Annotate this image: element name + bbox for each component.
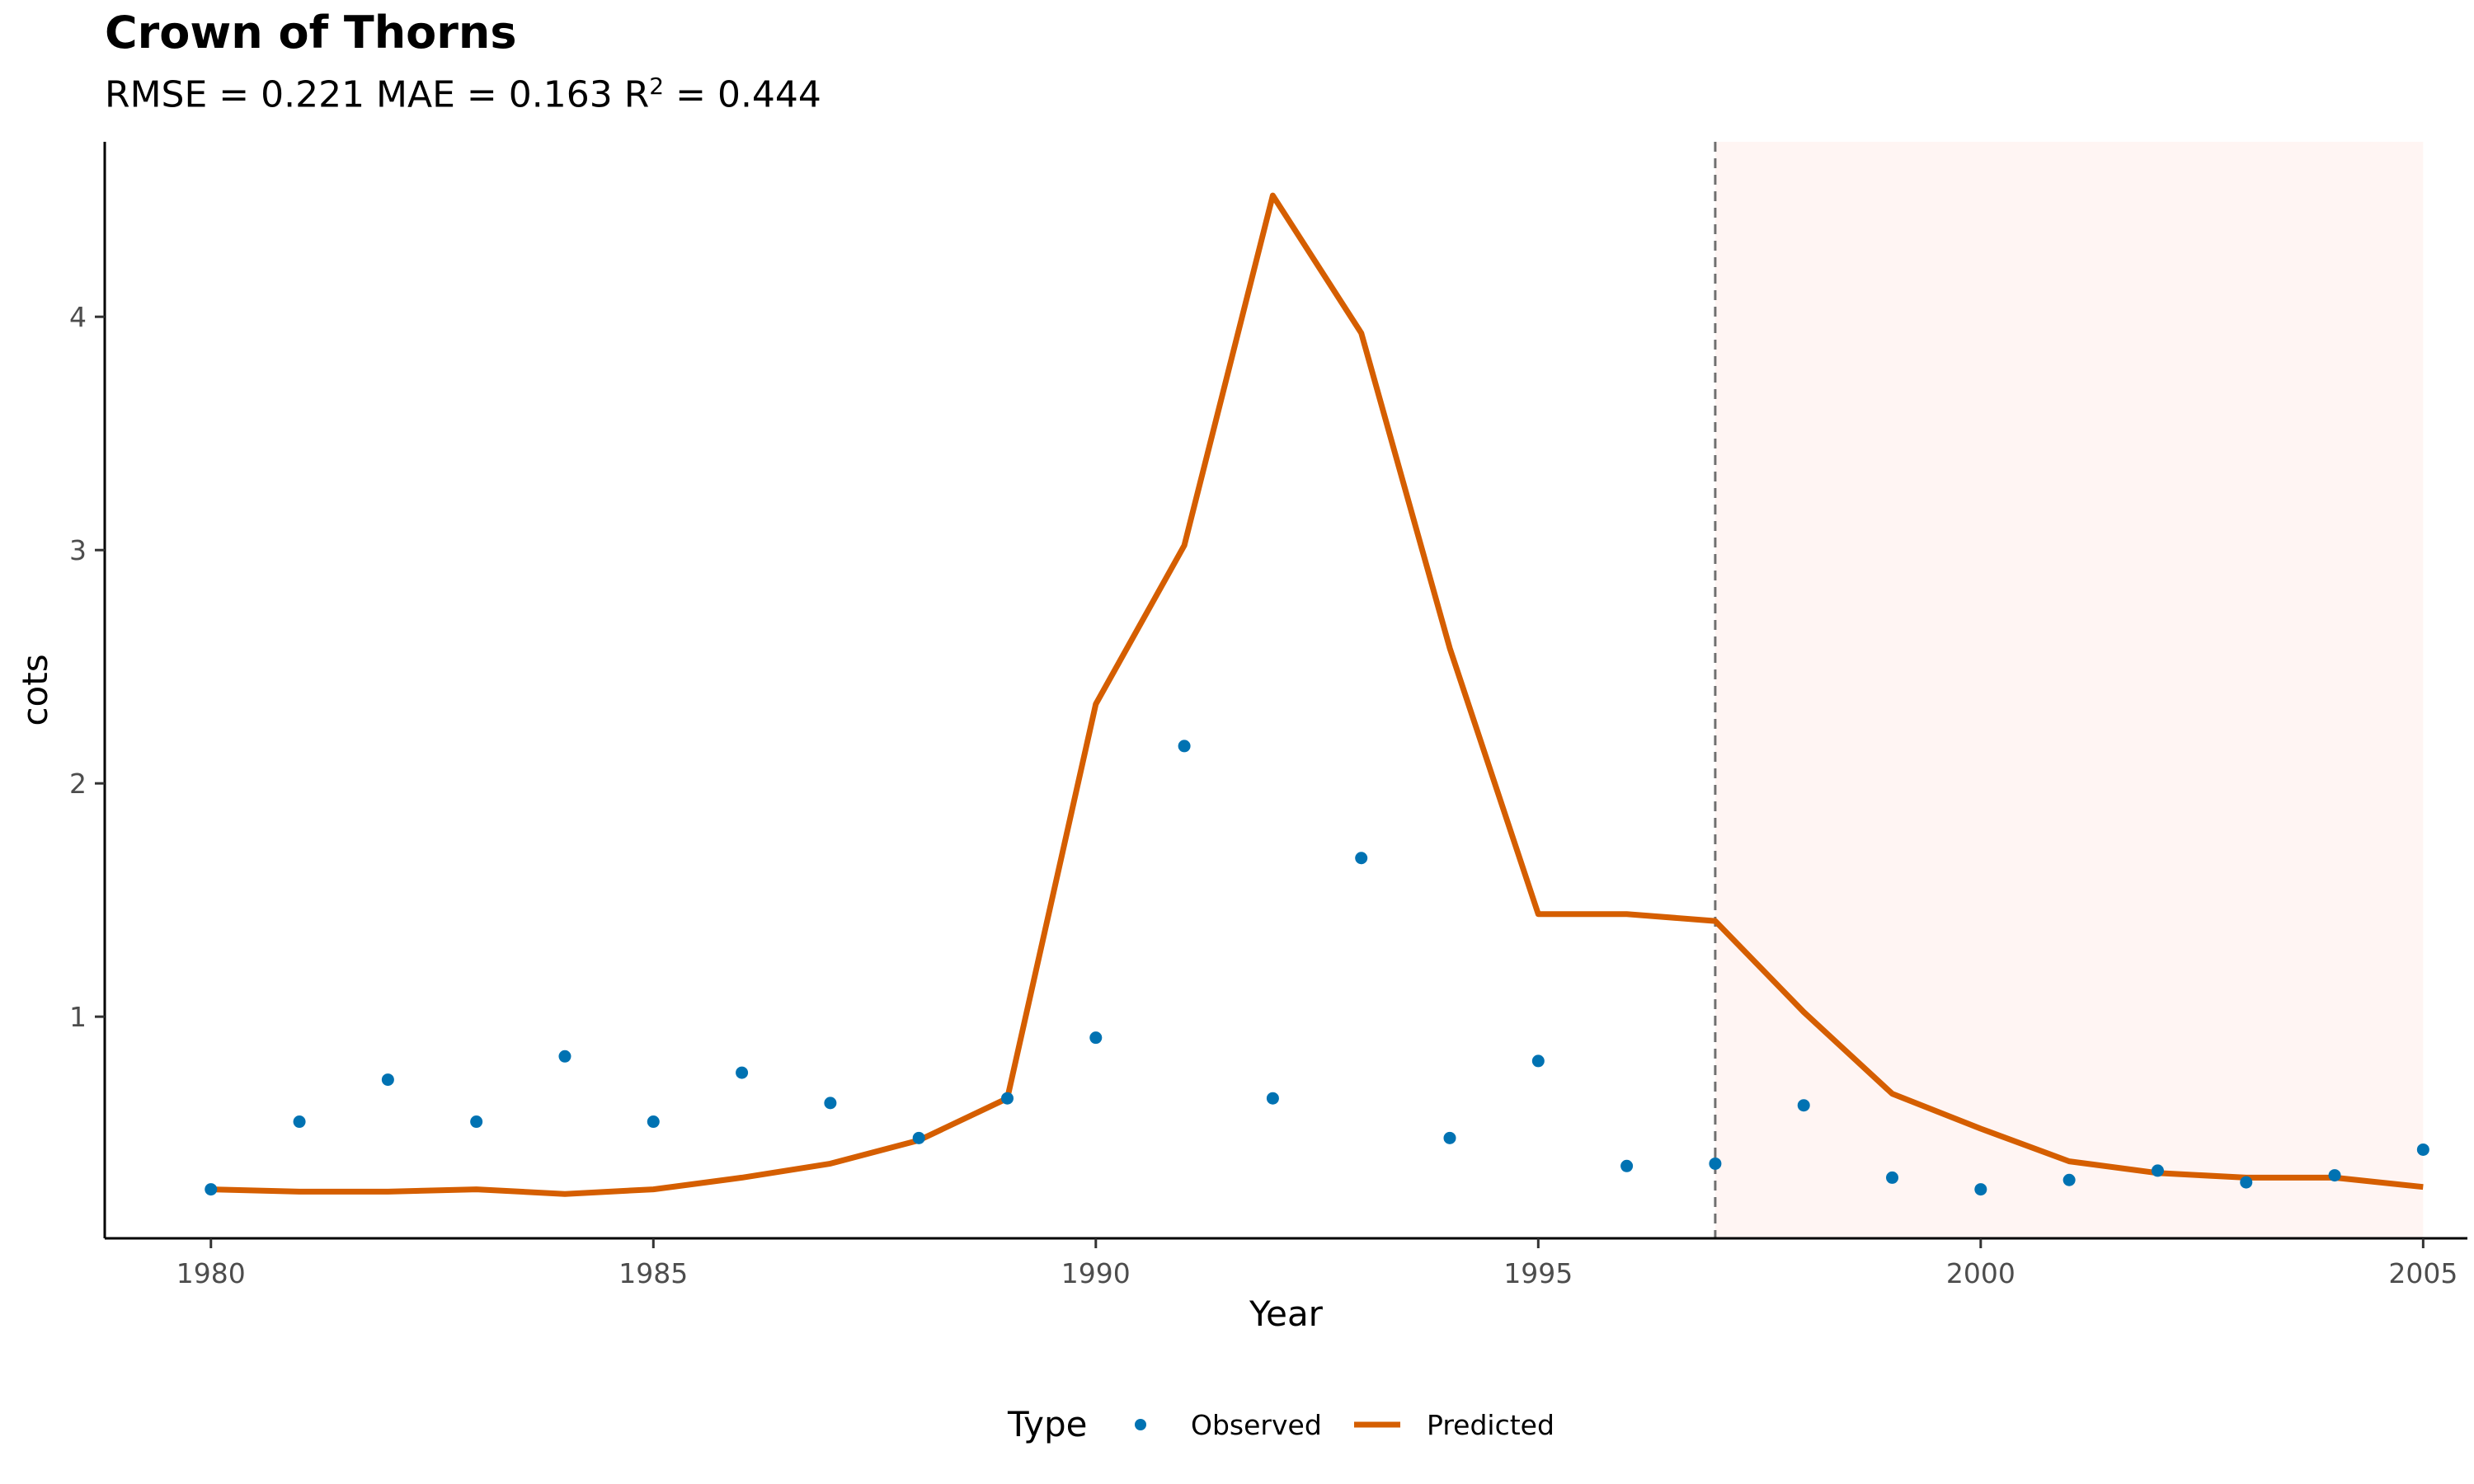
- observed-point: [2151, 1164, 2164, 1177]
- observed-point: [1000, 1092, 1014, 1105]
- legend-observed-label: Observed: [1191, 1409, 1322, 1441]
- legend: Type Observed Predicted: [1007, 1404, 1554, 1444]
- observed-point: [2328, 1169, 2341, 1182]
- observed-point: [912, 1131, 925, 1144]
- observed-point: [2240, 1176, 2253, 1189]
- legend-observed-symbol: [1135, 1419, 1146, 1430]
- chart-title: Crown of Thorns: [105, 7, 517, 59]
- observed-point: [1797, 1099, 1810, 1112]
- y-tick-label: 4: [69, 301, 87, 333]
- observed-point: [1974, 1183, 1987, 1196]
- x-axis-title: Year: [1249, 1294, 1324, 1334]
- y-axis-title: cots: [15, 654, 55, 726]
- observed-point: [1709, 1157, 1722, 1170]
- predicted-line: [210, 192, 2424, 1197]
- subtitle-metrics: RMSE = 0.221 MAE = 0.163 R: [105, 73, 650, 116]
- x-tick-label: 1985: [618, 1257, 688, 1289]
- observed-point: [736, 1066, 749, 1079]
- subtitle-r2-superscript: 2: [649, 73, 665, 100]
- series-layer: [205, 192, 2429, 1197]
- observed-point: [1266, 1092, 1279, 1105]
- axes-layer: 1980 1985 1990 1995 2000 2005 1 2 3 4 Year cots: [15, 142, 2467, 1334]
- observed-point: [2062, 1173, 2076, 1186]
- observed-point: [1620, 1159, 1634, 1172]
- chart-subtitle: RMSE = 0.221 MAE = 0.163 R2 = 0.444: [105, 73, 821, 116]
- observed-point: [381, 1073, 394, 1087]
- x-tick-label: 1980: [176, 1257, 246, 1289]
- legend-title: Type: [1007, 1404, 1087, 1444]
- observed-point: [205, 1183, 218, 1196]
- forecast-region: [1714, 142, 2424, 1238]
- observed-point: [558, 1050, 571, 1063]
- observed-point: [1178, 740, 1191, 753]
- observed-point: [1355, 852, 1368, 865]
- x-tick-label: 1995: [1503, 1257, 1573, 1289]
- observed-point: [1089, 1031, 1103, 1045]
- x-tick-label: 1990: [1061, 1257, 1131, 1289]
- x-tick-label: 2000: [1946, 1257, 2015, 1289]
- observed-point: [1531, 1054, 1545, 1068]
- y-tick-label: 3: [69, 534, 87, 566]
- y-tick-label: 1: [69, 1001, 87, 1033]
- y-tick-label: 2: [69, 768, 87, 800]
- x-tick-label: 2005: [2388, 1257, 2458, 1289]
- observed-point: [647, 1115, 660, 1129]
- forecast-layer: [1714, 142, 2424, 1238]
- observed-point: [2416, 1143, 2429, 1156]
- observed-point: [293, 1115, 306, 1129]
- subtitle-r2-value: = 0.444: [664, 73, 821, 116]
- observed-point: [470, 1115, 483, 1129]
- observed-point: [824, 1097, 837, 1110]
- observed-point: [1443, 1131, 1456, 1144]
- legend-predicted-label: Predicted: [1427, 1409, 1554, 1441]
- observed-point: [1886, 1171, 1899, 1184]
